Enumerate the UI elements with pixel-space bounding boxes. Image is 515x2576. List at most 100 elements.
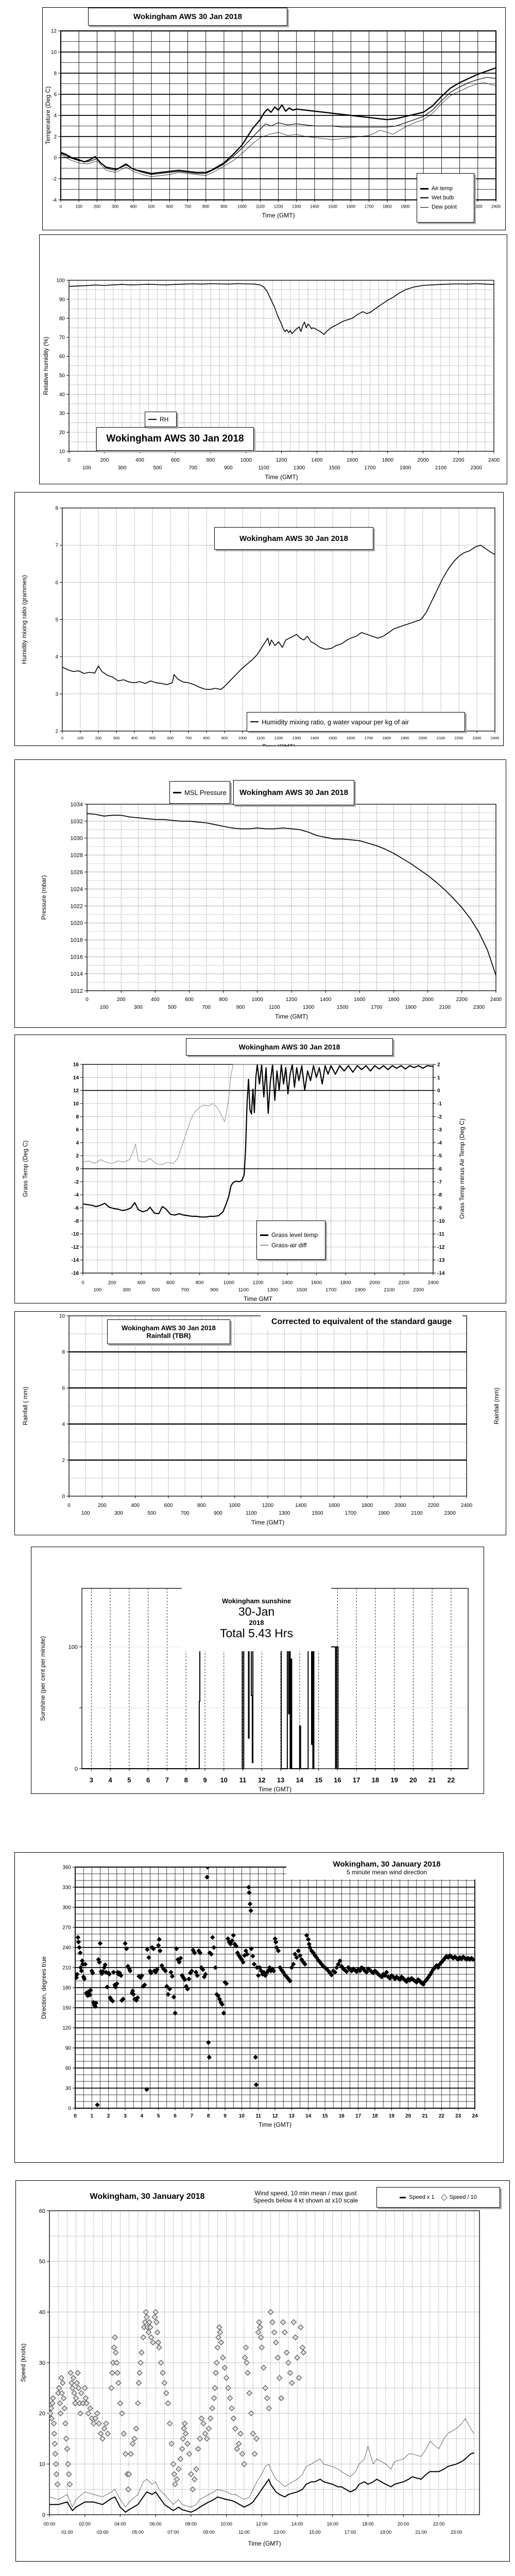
svg-text:10: 10 (73, 1101, 79, 1107)
svg-text:150: 150 (62, 2006, 71, 2011)
mixing-ratio-chart-title: Wokingham AWS 30 Jan 2018 (214, 527, 373, 550)
svg-text:1400: 1400 (320, 997, 332, 1003)
svg-text:Time (GMT): Time (GMT) (248, 2540, 281, 2547)
svg-text:10: 10 (51, 50, 57, 56)
svg-text:0: 0 (67, 457, 71, 463)
svg-text:-4: -4 (52, 198, 57, 204)
svg-text:100: 100 (77, 736, 84, 740)
svg-text:22: 22 (439, 2113, 445, 2119)
svg-text:2000: 2000 (394, 1503, 406, 1509)
svg-text:01:00: 01:00 (61, 2530, 73, 2535)
pressure-chart-panel: 1012 1014 1016 1018 1020 1022 1024 1026 1028 1030… (14, 759, 506, 1028)
svg-text:900: 900 (224, 465, 233, 471)
wind-speed-chart: 0 10 20 30 40 50 60 00:00 02:00 04:00 06:00 08:00 10… (20, 2208, 480, 2547)
svg-text:90: 90 (59, 297, 65, 302)
svg-text:1000: 1000 (238, 736, 247, 740)
svg-text:18: 18 (372, 2113, 378, 2119)
svg-text:700: 700 (184, 204, 192, 209)
svg-text:14:00: 14:00 (291, 2521, 303, 2527)
svg-text:-1: -1 (437, 1101, 442, 1107)
svg-text:40: 40 (39, 2310, 45, 2316)
svg-text:500: 500 (152, 1287, 160, 1293)
svg-text:2000: 2000 (417, 457, 429, 463)
svg-text:8: 8 (62, 1350, 65, 1355)
svg-text:6: 6 (55, 580, 58, 586)
svg-text:1032: 1032 (71, 819, 83, 825)
svg-text:330: 330 (62, 1885, 71, 1891)
svg-text:10: 10 (59, 1314, 65, 1319)
svg-text:-9: -9 (437, 1206, 442, 1211)
svg-text:15: 15 (322, 2113, 328, 2119)
svg-text:8: 8 (54, 71, 57, 77)
svg-text:3: 3 (55, 691, 58, 697)
svg-text:19: 19 (389, 2113, 395, 2119)
svg-text:1200: 1200 (286, 997, 298, 1003)
svg-text:700: 700 (185, 736, 192, 740)
svg-text:Time (GMT): Time (GMT) (265, 473, 298, 481)
svg-text:50: 50 (59, 373, 65, 379)
svg-text:3: 3 (90, 1776, 93, 1784)
svg-text:500: 500 (149, 736, 156, 740)
grass-temp-chart-panel: -16 -14 -12 -10 -8 -6 -4 -2 0 2 4 6 8 10 12 14 16 2 1 0 -1 -2… (14, 1035, 506, 1303)
sunshine-total-hours: Total 5.43 Hrs (220, 1626, 293, 1640)
pressure-chart-title: Wokingham AWS 30 Jan 2018 (233, 780, 354, 805)
svg-text:23: 23 (455, 2113, 461, 2119)
sunshine-title-line2: 30-Jan (238, 1605, 275, 1618)
svg-text:1000: 1000 (224, 1280, 234, 1286)
svg-text:8: 8 (207, 2113, 210, 2119)
svg-text:5: 5 (55, 617, 58, 623)
svg-text:600: 600 (166, 1280, 175, 1286)
title-text: Wokingham AWS 30 Jan 2018 (133, 12, 242, 21)
svg-text:600: 600 (166, 204, 174, 209)
rh-line-icon (148, 419, 157, 420)
svg-text:2400: 2400 (488, 457, 500, 463)
svg-text:1100: 1100 (256, 204, 265, 209)
speed-diamond-icon (440, 2194, 448, 2201)
svg-text:1100: 1100 (256, 736, 265, 740)
humidity-legend: RH (145, 412, 177, 427)
svg-text:-10: -10 (437, 1218, 445, 1224)
svg-text:700: 700 (188, 465, 197, 471)
grass-temp-legend: Grass level temp Grass-air diff (256, 1221, 325, 1260)
svg-text:-12: -12 (437, 1245, 445, 1250)
sunshine-chart: 0 100 3 4 5 6 7 8 9 10 11 12 13 14 15 16 17 18 19 20 21 22 Tim… (39, 1588, 469, 1793)
svg-text:1800: 1800 (362, 1503, 373, 1509)
svg-text:Time (GMT): Time (GMT) (262, 743, 295, 747)
sunshine-title-line3: 2018 (249, 1619, 264, 1626)
svg-text:10: 10 (39, 2462, 45, 2468)
legend-item-msl-pressure: MSL Pressure (173, 789, 227, 796)
svg-text:Speed (knots): Speed (knots) (20, 2344, 27, 2382)
svg-text:1500: 1500 (329, 736, 337, 740)
svg-text:600: 600 (167, 736, 174, 740)
svg-text:1700: 1700 (325, 1287, 336, 1293)
svg-text:0: 0 (81, 1280, 84, 1286)
svg-text:400: 400 (131, 1503, 140, 1509)
svg-text:12: 12 (73, 1088, 79, 1094)
svg-text:21: 21 (422, 2113, 428, 2119)
svg-text:5: 5 (127, 1776, 131, 1784)
svg-text:1800: 1800 (340, 1280, 351, 1286)
svg-text:16: 16 (334, 1776, 341, 1784)
svg-text:900: 900 (214, 1511, 222, 1516)
svg-text:60: 60 (65, 2066, 72, 2072)
svg-text:2: 2 (54, 134, 57, 140)
svg-text:800: 800 (202, 204, 210, 209)
svg-text:10:00: 10:00 (220, 2521, 232, 2527)
wind-direction-title: Wokingham, 30 January 2018 5 minute mean… (286, 1856, 487, 1879)
svg-text:800: 800 (219, 997, 228, 1003)
legend-item-speed-x1: Speed x 1 (400, 2194, 435, 2200)
svg-text:800: 800 (207, 457, 215, 463)
svg-text:1500: 1500 (329, 465, 340, 471)
svg-text:Time (GMT): Time (GMT) (251, 1519, 284, 1526)
svg-text:2100: 2100 (384, 1287, 394, 1293)
svg-text:Time GMT: Time GMT (244, 1295, 273, 1302)
svg-text:1600: 1600 (354, 997, 366, 1003)
svg-text:1300: 1300 (303, 1005, 315, 1010)
svg-text:1400: 1400 (311, 736, 319, 740)
svg-text:270: 270 (62, 1925, 71, 1931)
svg-text:-2: -2 (437, 1114, 442, 1120)
svg-text:2200: 2200 (453, 457, 465, 463)
svg-text:11: 11 (255, 2113, 261, 2119)
svg-text:12: 12 (51, 29, 57, 35)
